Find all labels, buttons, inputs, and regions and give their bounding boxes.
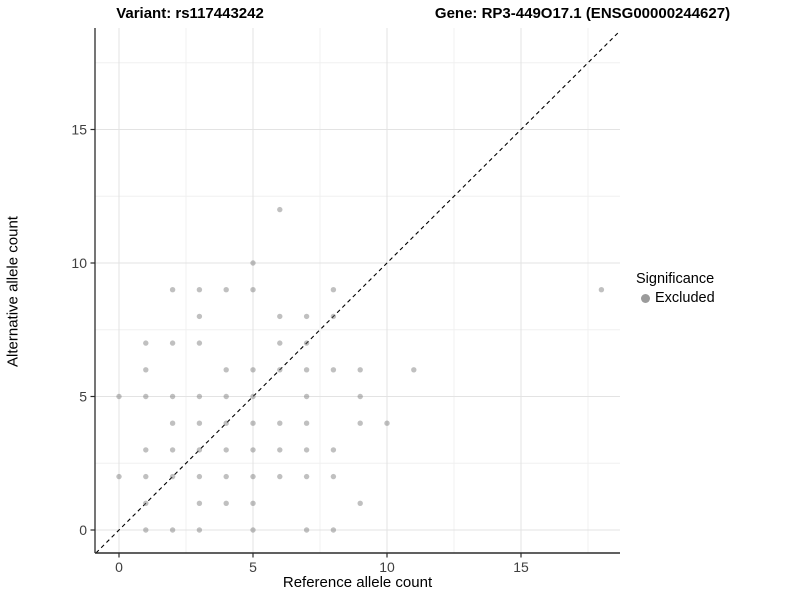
data-point bbox=[196, 447, 203, 453]
data-point bbox=[143, 500, 149, 506]
data-point bbox=[250, 260, 256, 266]
data-point bbox=[250, 420, 256, 426]
x-tick-label: 5 bbox=[249, 559, 257, 575]
data-point bbox=[277, 420, 283, 426]
data-point bbox=[169, 340, 176, 346]
x-axis-title: Reference allele count bbox=[282, 574, 433, 591]
data-point bbox=[277, 206, 283, 213]
data-point bbox=[223, 393, 229, 400]
data-point bbox=[303, 313, 310, 320]
data-point bbox=[196, 287, 203, 293]
data-point bbox=[277, 340, 283, 346]
data-point bbox=[143, 447, 149, 453]
data-point bbox=[223, 473, 229, 480]
data-point bbox=[357, 500, 363, 506]
data-point bbox=[357, 420, 363, 426]
y-tick-label: 10 bbox=[71, 255, 87, 271]
y-axis-title: Alternative allele count bbox=[4, 216, 22, 367]
data-point bbox=[250, 500, 256, 506]
data-point bbox=[330, 527, 337, 533]
data-point bbox=[303, 420, 310, 426]
data-point bbox=[223, 447, 229, 453]
data-point bbox=[303, 393, 310, 400]
y-tick-label: 5 bbox=[79, 389, 87, 405]
data-point bbox=[143, 527, 149, 533]
data-point bbox=[357, 393, 363, 400]
data-point bbox=[330, 367, 337, 373]
axis-ticks-and-labels: 0 5 10 15 0 5 10 15 bbox=[71, 122, 529, 576]
data-point bbox=[384, 420, 390, 426]
data-points bbox=[116, 206, 605, 533]
data-point bbox=[303, 340, 310, 346]
data-point bbox=[196, 340, 203, 346]
data-point bbox=[196, 500, 203, 506]
data-point bbox=[196, 527, 203, 533]
data-point bbox=[303, 473, 310, 480]
data-point bbox=[277, 313, 283, 320]
data-point bbox=[169, 287, 176, 293]
data-point bbox=[277, 447, 283, 453]
data-point bbox=[250, 473, 256, 480]
y-tick-label: 0 bbox=[79, 522, 87, 538]
data-point bbox=[250, 393, 256, 400]
legend-key-dot-icon bbox=[641, 293, 650, 303]
variant-title: Variant: rs117443242 bbox=[116, 5, 264, 22]
data-point bbox=[223, 420, 229, 426]
legend-title: Significance bbox=[636, 271, 715, 287]
data-point bbox=[303, 447, 310, 453]
legend: Significance Excluded bbox=[636, 271, 796, 306]
data-point bbox=[116, 393, 122, 400]
x-tick-label: 0 bbox=[115, 559, 123, 575]
y-tick-label: 15 bbox=[71, 122, 87, 138]
data-point bbox=[169, 420, 176, 426]
data-point bbox=[169, 447, 176, 453]
data-point bbox=[169, 527, 176, 533]
major-gridlines bbox=[95, 28, 620, 553]
data-point bbox=[223, 367, 229, 373]
data-point bbox=[330, 313, 337, 320]
data-point bbox=[411, 367, 417, 373]
legend-entry-excluded: Excluded bbox=[636, 290, 796, 306]
data-point bbox=[250, 287, 256, 293]
identity-diagonal-line bbox=[95, 30, 621, 554]
gene-title: Gene: RP3-449O17.1 (ENSG00000244627) bbox=[434, 5, 731, 22]
data-point bbox=[116, 473, 122, 480]
data-point bbox=[330, 287, 337, 293]
data-point bbox=[303, 367, 310, 373]
data-point bbox=[143, 367, 149, 373]
data-point bbox=[196, 393, 203, 400]
data-point bbox=[169, 393, 176, 400]
legend-entry-label: Excluded bbox=[655, 290, 715, 306]
data-point bbox=[196, 420, 203, 426]
data-point bbox=[169, 473, 176, 480]
minor-gridlines bbox=[95, 28, 620, 553]
data-point bbox=[598, 287, 605, 293]
data-point bbox=[330, 473, 337, 480]
x-tick-label: 15 bbox=[513, 559, 529, 575]
data-point bbox=[196, 473, 203, 480]
data-point bbox=[330, 447, 337, 453]
data-point bbox=[357, 367, 363, 373]
data-point bbox=[250, 527, 256, 533]
data-point bbox=[143, 473, 149, 480]
data-point bbox=[223, 500, 229, 506]
x-tick-label: 10 bbox=[379, 559, 395, 575]
data-point bbox=[277, 367, 283, 373]
axis-lines bbox=[94, 28, 620, 554]
data-point bbox=[277, 473, 283, 480]
data-point bbox=[143, 393, 149, 400]
data-point bbox=[250, 447, 256, 453]
data-point bbox=[250, 367, 256, 373]
data-point bbox=[303, 527, 310, 533]
data-point bbox=[196, 313, 203, 320]
data-point bbox=[143, 340, 149, 346]
data-point bbox=[223, 287, 229, 293]
